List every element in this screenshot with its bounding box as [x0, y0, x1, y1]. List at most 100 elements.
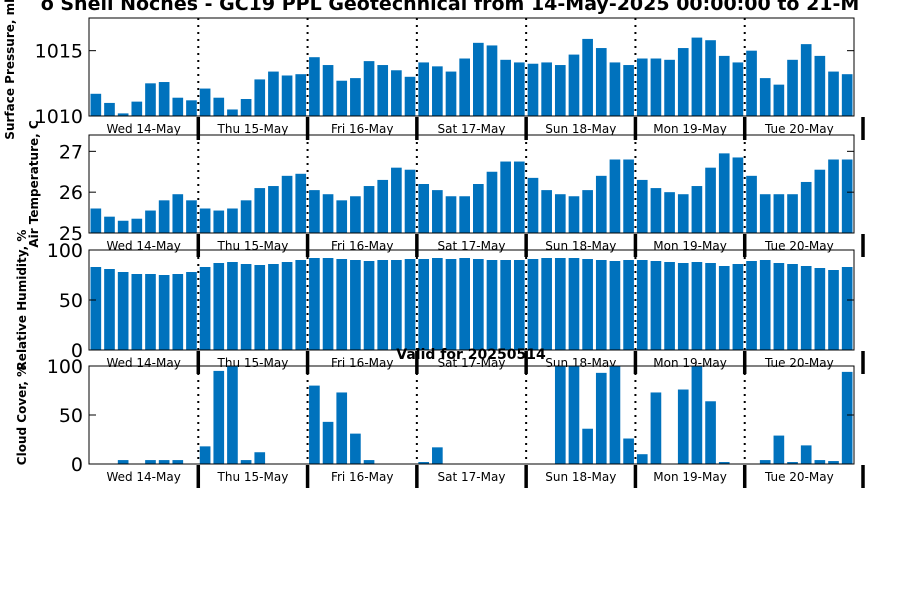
bar — [199, 88, 211, 116]
bar — [404, 76, 416, 116]
bar — [377, 179, 389, 233]
bar — [350, 433, 361, 464]
bar — [691, 366, 703, 464]
x-day-label: Sun 18-May — [545, 122, 616, 136]
bar — [800, 44, 812, 116]
bar — [445, 259, 457, 350]
bar — [732, 62, 744, 116]
x-day-label: Tue 20-May — [764, 239, 834, 253]
bar — [186, 200, 197, 233]
bar — [117, 272, 129, 350]
x-day-label: Thu 15-May — [217, 470, 289, 484]
bar — [677, 263, 689, 350]
bar — [322, 258, 334, 350]
bar — [473, 184, 484, 233]
bar — [800, 181, 812, 233]
bar — [500, 161, 511, 233]
bar — [90, 208, 102, 233]
bar — [513, 161, 525, 233]
bar — [158, 82, 170, 116]
bar — [117, 220, 129, 233]
bar — [595, 48, 607, 116]
bar — [705, 40, 716, 116]
bar — [759, 78, 771, 116]
bar — [336, 200, 348, 233]
bar — [746, 175, 757, 233]
bar — [718, 462, 730, 464]
bar — [445, 196, 457, 233]
plot-frame — [88, 17, 855, 117]
bar — [691, 186, 703, 233]
bar — [500, 260, 511, 350]
bar — [336, 80, 348, 116]
bar — [828, 270, 839, 350]
bar — [404, 259, 416, 350]
x-day-label: Sat 17-May — [438, 122, 506, 136]
bar — [486, 260, 498, 350]
bar — [773, 263, 785, 350]
y-tick-label: 27 — [59, 141, 83, 163]
bar — [595, 175, 607, 233]
bar — [787, 264, 798, 350]
bar — [814, 169, 826, 233]
bar — [199, 208, 211, 233]
bar — [746, 261, 757, 350]
bar — [718, 153, 730, 233]
bar — [554, 366, 566, 464]
bar — [363, 261, 375, 350]
y-axis-label: Relative Humidity, % — [15, 230, 29, 371]
bar — [568, 196, 580, 233]
bar — [309, 190, 320, 233]
x-day-label: Tue 20-May — [764, 122, 834, 136]
bar — [322, 194, 334, 233]
bar — [527, 63, 539, 116]
bar — [432, 190, 443, 233]
bar — [759, 194, 771, 233]
bar — [554, 258, 566, 350]
bar — [336, 259, 348, 350]
bar — [828, 159, 839, 233]
bar — [281, 175, 293, 233]
bar — [158, 275, 170, 350]
bar — [814, 268, 826, 350]
bar — [281, 262, 293, 350]
bar — [473, 42, 484, 116]
bar — [841, 74, 853, 116]
bar — [582, 38, 593, 116]
bar — [691, 262, 703, 350]
x-day-label: Mon 19-May — [653, 356, 727, 370]
bar — [350, 78, 361, 116]
x-day-label: Sat 17-May — [438, 239, 506, 253]
bar — [664, 59, 675, 116]
bar — [459, 58, 470, 116]
bar — [377, 260, 389, 350]
bar — [814, 460, 826, 464]
bar — [145, 210, 156, 233]
bar — [787, 462, 798, 464]
bar — [773, 435, 785, 464]
bar — [609, 366, 621, 464]
bar — [295, 74, 307, 116]
bar — [131, 101, 143, 116]
bar — [445, 71, 457, 116]
bar — [636, 454, 648, 464]
bar — [199, 446, 211, 464]
bar — [677, 48, 689, 116]
x-day-label: Sat 17-May — [438, 470, 506, 484]
bar — [609, 159, 621, 233]
bar — [350, 260, 361, 350]
bar — [322, 421, 334, 464]
bar — [281, 75, 293, 116]
y-tick-label: 0 — [71, 454, 83, 476]
bar — [240, 200, 252, 233]
bar — [459, 196, 470, 233]
bar — [172, 194, 184, 233]
bar — [636, 58, 648, 116]
bar — [732, 157, 744, 233]
bar — [486, 171, 498, 233]
bar — [459, 258, 470, 350]
bar — [227, 366, 238, 464]
bar — [664, 262, 675, 350]
bar — [432, 258, 443, 350]
